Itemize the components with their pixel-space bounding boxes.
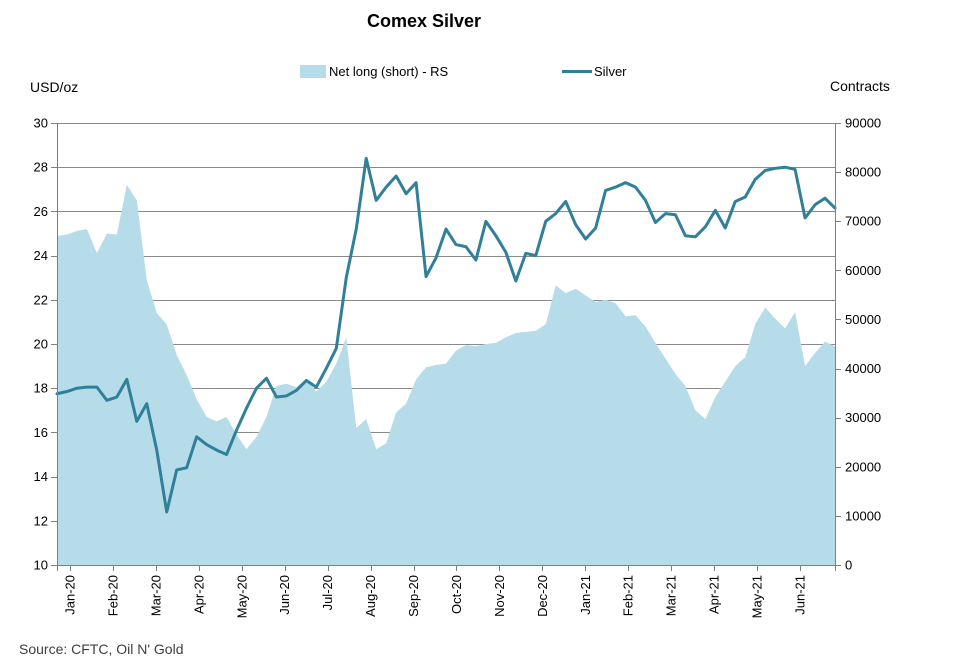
left-axis-title: USD/oz xyxy=(30,79,79,95)
chart-title: Comex Silver xyxy=(366,11,482,31)
left-axis-tick-label: 14 xyxy=(34,469,48,484)
x-axis-tick-label: Apr-21 xyxy=(707,575,722,614)
right-axis-tick-label: 20000 xyxy=(845,459,881,474)
right-axis-tick-label: 30000 xyxy=(845,410,881,425)
left-axis-tick-label: 24 xyxy=(34,248,48,263)
net-long-area-series xyxy=(57,184,835,565)
x-axis-tick-label: Dec-20 xyxy=(535,575,550,617)
legend-item-silver: Silver xyxy=(562,63,627,79)
left-axis-tick-label: 18 xyxy=(34,381,48,396)
x-axis-tick-label: May-21 xyxy=(750,575,765,618)
x-axis-tick-label: Jan-21 xyxy=(578,575,593,615)
legend-label-net-long: Net long (short) - RS xyxy=(329,63,449,79)
right-axis-title: Contracts xyxy=(830,78,890,94)
x-axis-tick-label: Jul-20 xyxy=(320,575,335,610)
x-axis-tick-label: Nov-20 xyxy=(492,575,507,617)
right-axis-tick-label: 70000 xyxy=(845,214,881,229)
left-axis-tick-label: 10 xyxy=(34,558,48,573)
right-axis-tick-label: 80000 xyxy=(845,165,881,180)
left-axis-tick-label: 22 xyxy=(34,292,48,307)
left-axis-tick-label: 16 xyxy=(34,425,48,440)
x-axis-tick-label: Mar-21 xyxy=(664,575,679,616)
left-axis-tick-label: 28 xyxy=(34,160,48,175)
x-axis-tick-label: Apr-20 xyxy=(191,575,206,614)
x-axis-tick-label: Sep-20 xyxy=(406,575,421,617)
line-swatch-icon xyxy=(562,69,592,73)
x-axis-tick-label: May-20 xyxy=(234,575,249,618)
x-axis-tick-label: Feb-20 xyxy=(105,575,120,616)
area-swatch-icon xyxy=(300,64,326,78)
x-axis-tick-label: Feb-21 xyxy=(621,575,636,616)
right-axis-tick-label: 40000 xyxy=(845,361,881,376)
left-axis-tick-label: 30 xyxy=(34,116,48,131)
x-axis-tick-label: Mar-20 xyxy=(148,575,163,616)
right-axis-tick-label: 90000 xyxy=(845,116,881,131)
left-axis-tick-label: 20 xyxy=(34,337,48,352)
x-axis-tick-label: Aug-20 xyxy=(363,575,378,617)
right-axis-tick-label: 50000 xyxy=(845,312,881,327)
silver-line-series xyxy=(55,156,837,514)
right-axis-tick-label: 60000 xyxy=(845,263,881,278)
left-axis-tick-label: 26 xyxy=(34,204,48,219)
left-axis-tick-label: 12 xyxy=(34,513,48,528)
x-axis-tick-label: Oct-20 xyxy=(449,575,464,614)
x-axis-tick-label: Jun-20 xyxy=(277,575,292,615)
x-axis-tick-label: Jun-21 xyxy=(793,575,808,615)
legend-item-net-long: Net long (short) - RS xyxy=(300,63,448,79)
legend-label-silver: Silver xyxy=(594,63,627,79)
source-note: Source: CFTC, Oil N' Gold xyxy=(19,641,184,657)
right-axis-tick-label: 10000 xyxy=(845,508,881,523)
x-axis-tick-label: Jan-20 xyxy=(63,575,78,615)
right-axis-tick-label: 0 xyxy=(845,558,852,573)
